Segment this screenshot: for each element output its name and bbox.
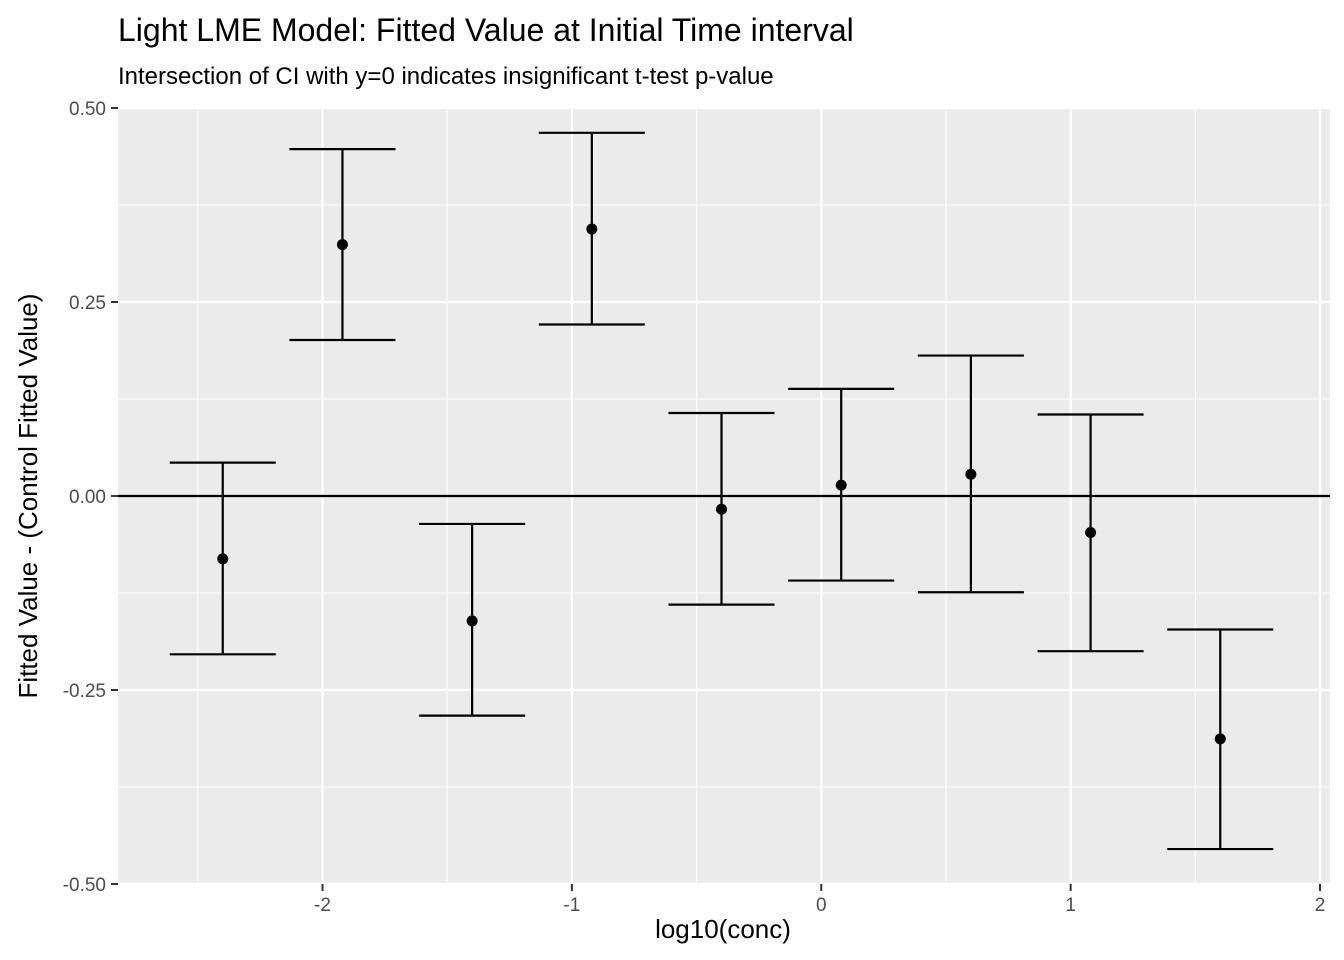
data-point bbox=[336, 239, 348, 251]
data-point bbox=[217, 553, 229, 565]
x-tick-label: -2 bbox=[314, 895, 331, 916]
x-tick-label: 1 bbox=[1065, 895, 1076, 916]
data-point-group bbox=[419, 522, 526, 717]
data-point-group bbox=[289, 148, 396, 342]
axes: -2 -1 0 1 2 0.50 0.25 0.00 -0.25 -0.50 bbox=[63, 99, 1326, 916]
chart-title: Light LME Model: Fitted Value at Initial… bbox=[118, 12, 854, 48]
x-tick-label: -1 bbox=[563, 895, 580, 916]
data-marks bbox=[169, 131, 1274, 851]
data-point-group bbox=[1167, 628, 1274, 851]
chart-subtitle: Intersection of CI with y=0 indicates in… bbox=[118, 63, 774, 90]
data-point bbox=[1214, 733, 1226, 745]
x-tick-label: 0 bbox=[816, 895, 827, 916]
data-point bbox=[586, 223, 598, 235]
y-tick-label: 0.50 bbox=[69, 99, 106, 120]
data-point bbox=[716, 503, 728, 515]
x-axis-title: log10(conc) bbox=[655, 914, 791, 944]
y-tick-label: 0.00 bbox=[69, 487, 106, 508]
y-tick-label: -0.25 bbox=[63, 681, 106, 702]
data-point bbox=[1085, 526, 1097, 538]
data-point-group bbox=[668, 411, 775, 606]
data-point bbox=[466, 615, 478, 627]
data-point-group bbox=[917, 354, 1024, 594]
data-point-group bbox=[538, 131, 645, 326]
data-point-group bbox=[169, 461, 276, 656]
data-point-group bbox=[788, 387, 895, 582]
y-tick-label: 0.25 bbox=[69, 293, 106, 314]
y-axis-title: Fitted Value - (Control Fitted Value) bbox=[13, 293, 43, 698]
data-point bbox=[835, 479, 847, 491]
y-tick-label: -0.50 bbox=[63, 875, 106, 896]
data-point-group bbox=[1037, 413, 1144, 653]
x-tick-label: 2 bbox=[1315, 895, 1326, 916]
data-point bbox=[965, 468, 977, 480]
